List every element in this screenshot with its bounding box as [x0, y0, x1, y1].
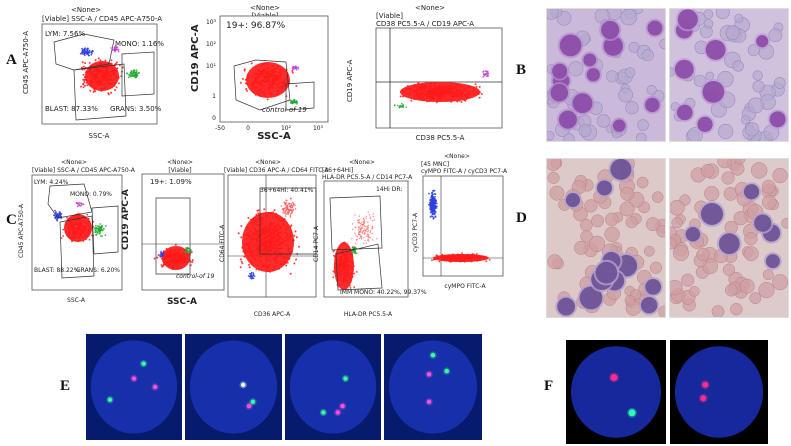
gate-lym: LYM: 4.24%	[34, 179, 69, 186]
gate-grans: GRANS: 3.50%	[110, 105, 162, 113]
plot-top-label: <None>	[61, 159, 87, 166]
svg-text:10³: 10³	[206, 19, 217, 26]
plot-header-2: cyMPO FITC-A / cyCD3 PC7-A	[421, 168, 508, 175]
y-axis-label: CD45 APC-A750-A	[18, 203, 25, 258]
flow-plot-c4: <None> [36+64Hi] HLA-DR PC5.5-A / CD14 P…	[310, 158, 427, 320]
plot-header-2: HLA-DR PC5.5-A / CD14 PC7-A	[322, 174, 413, 181]
flow-plot-c1: <None> [Viable] SSC-A / CD45 APC-A750-A …	[14, 158, 136, 308]
gate-label: 36+64Hi: 40.41%	[260, 187, 314, 194]
panel-label-b: B	[516, 62, 527, 78]
panel-label-d: D	[516, 210, 527, 226]
gate-lym: LYM: 7.56%	[45, 30, 85, 38]
plot-header: [36+64Hi]	[322, 167, 353, 174]
gate-mono: MONO: 0.79%	[70, 191, 112, 198]
svg-text:-50: -50	[215, 125, 225, 132]
gate-mono: IMM MONO: 40.22%, 99.37%	[340, 289, 427, 296]
y-axis-label: CD14 PC7-A	[313, 225, 320, 262]
flow-plot-a2: <None> [Viable] 19+: 96.87% control-of 1…	[190, 2, 330, 142]
flow-plot-a1: <None> [Viable] SSC-A / CD45 APC-A750-A …	[14, 4, 164, 144]
plot-top-label: <None>	[444, 153, 470, 160]
y-axis-label: cyCD3 PC7-A	[412, 212, 419, 252]
scatter-cloud	[233, 59, 315, 111]
plot-header: [Viable]	[168, 167, 191, 174]
scatter-cloud	[329, 195, 383, 291]
plot-header: [Viable]	[376, 12, 403, 20]
gate-grans: GRANS: 6.20%	[76, 267, 120, 274]
y-axis-label: CD19 APC-A	[346, 59, 354, 102]
panel-label-e: E	[60, 378, 71, 394]
x-axis-label: SSC-A	[67, 297, 86, 304]
fish-image-e3	[285, 334, 381, 440]
plot-header: [Viable] SSC-A / CD45 APC-A750-A	[32, 167, 136, 174]
plot-header-2: CD38 PC5.5-A / CD19 APC-A	[376, 20, 474, 28]
blood-micrograph-1	[546, 158, 666, 318]
control-label: control-of 19	[176, 273, 215, 280]
flow-plot-c2: <None> [Viable] 19+: 1.09% control-of 19…	[120, 158, 225, 308]
x-axis-label: SSC-A	[89, 132, 110, 140]
svg-text:10³: 10³	[313, 125, 324, 132]
x-axis-label: SSC-A	[167, 297, 197, 307]
x-axis-label: SSC-A	[257, 131, 291, 142]
scatter-cloud	[142, 197, 224, 275]
svg-text:10¹: 10¹	[206, 63, 217, 70]
y-axis-label: CD19 APC-A	[190, 24, 201, 92]
flow-plot-c5: <None> [45 MNC] cyMPO FITC-A / cyCD3 PC7…	[405, 152, 508, 292]
gate-mono: MONO: 1.16%	[115, 40, 164, 48]
panel-label-c: C	[6, 212, 17, 228]
flow-plot-c3: <None> [Viable] CD36 APC-A / CD64 FITC-A…	[218, 158, 329, 320]
gate-label: 19+: 1.09%	[150, 178, 192, 186]
fish-image-e2	[185, 334, 282, 440]
x-axis-label: HLA-DR PC5.5-A	[344, 311, 393, 318]
scatter-cloud	[47, 183, 119, 279]
scatter-cloud	[237, 187, 317, 280]
y-axis-label: CD64 FITC-A	[219, 224, 226, 262]
flow-plot-a3: <None> [Viable] CD38 PC5.5-A / CD19 APC-…	[340, 2, 505, 142]
panel-label-a: A	[6, 52, 17, 68]
fish-image-f2	[670, 340, 768, 444]
x-axis-label: CD38 PC5.5-A	[416, 134, 465, 142]
scatter-cloud	[393, 70, 490, 109]
marrow-micrograph-1	[546, 8, 666, 142]
plot-header: [Viable] SSC-A / CD45 APC-A750-A	[42, 15, 162, 23]
plot-header: [Viable] CD36 APC-A / CD64 FITC-A	[224, 167, 329, 174]
fish-image-e1	[86, 334, 182, 440]
plot-top-label: <None>	[349, 159, 375, 166]
svg-text:0: 0	[246, 125, 250, 132]
plot-header: [45 MNC]	[421, 161, 449, 168]
control-label: control-of 19	[262, 106, 307, 114]
svg-text:10²: 10²	[206, 41, 217, 48]
gate-blast: BLAST: 87.33%	[45, 105, 98, 113]
gate-label: 19+: 96.87%	[226, 21, 286, 31]
scatter-cloud	[428, 189, 491, 263]
y-axis-label: CD45 APC-A750-A	[22, 31, 30, 94]
plot-top-label: <None>	[71, 6, 101, 14]
plot-top-label: <None>	[167, 159, 193, 166]
svg-text:0: 0	[212, 115, 216, 122]
x-axis-label: CD36 APC-A	[254, 311, 291, 318]
panel-label-f: F	[544, 378, 554, 394]
fish-image-f1	[566, 340, 666, 444]
plot-top-label: <None>	[415, 4, 445, 12]
marrow-micrograph-2	[669, 8, 789, 142]
plot-top-label: <None>	[250, 4, 280, 12]
gate-label: 14Hi DR:	[376, 186, 402, 193]
y-axis-label: CD19 APC-A	[121, 189, 131, 250]
fish-image-e4	[384, 334, 482, 440]
x-axis-label: cyMPO FITC-A	[444, 283, 486, 290]
svg-text:10²: 10²	[281, 125, 292, 132]
blood-micrograph-2	[669, 158, 789, 318]
scatter-cloud	[53, 33, 155, 121]
plot-top-label: <None>	[255, 159, 281, 166]
svg-text:1: 1	[212, 93, 216, 100]
gate-blast: BLAST: 88.22%	[34, 267, 80, 274]
